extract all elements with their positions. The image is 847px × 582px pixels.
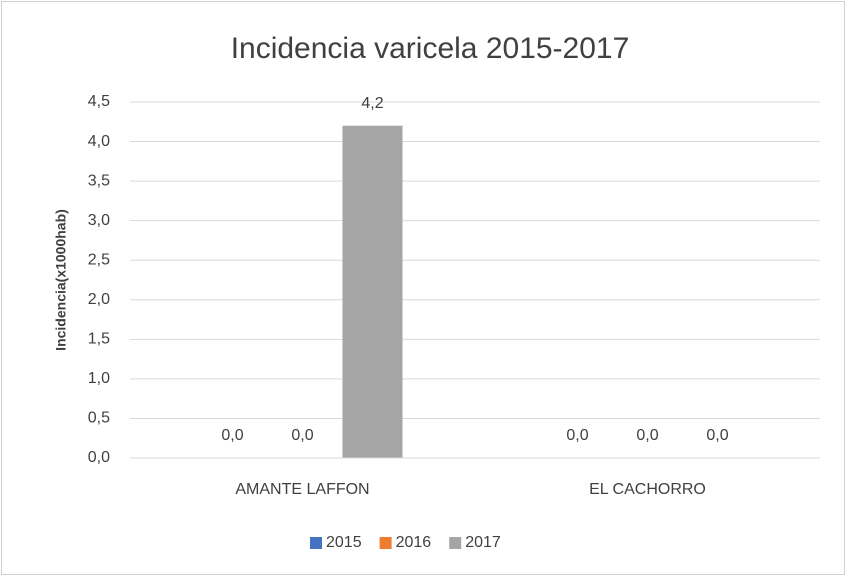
data-label: 0,0 <box>221 427 243 444</box>
legend-label: 2015 <box>326 534 362 551</box>
y-tick-label: 4,0 <box>88 133 110 150</box>
bar <box>342 125 403 458</box>
y-tick-label: 1,0 <box>88 370 110 387</box>
data-label: 0,0 <box>291 427 313 444</box>
legend-swatch <box>449 537 462 549</box>
data-label: 0,0 <box>566 427 588 444</box>
y-tick-label: 3,0 <box>88 212 110 229</box>
y-tick-label: 0,5 <box>88 410 110 427</box>
data-label: 0,0 <box>706 427 728 444</box>
legend-label: 2017 <box>465 534 501 551</box>
y-tick-label: 4,5 <box>88 93 110 110</box>
data-label: 4,2 <box>361 95 383 112</box>
y-tick-label: 2,0 <box>88 291 110 308</box>
y-tick-label: 0,0 <box>88 449 110 466</box>
y-tick-label: 3,5 <box>88 172 110 189</box>
legend-label: 2016 <box>396 534 432 551</box>
y-tick-label: 2,5 <box>88 251 110 268</box>
x-tick-label: EL CACHORRO <box>589 481 706 498</box>
legend-swatch <box>310 537 322 549</box>
x-tick-label: AMANTE LAFFON <box>235 481 369 498</box>
y-axis-label: Incidencia(x1000hab) <box>53 209 69 351</box>
legend-swatch <box>379 537 392 549</box>
y-tick-label: 1,5 <box>88 331 110 348</box>
chart-title: Incidencia varicela 2015-2017 <box>231 32 630 65</box>
data-label: 0,0 <box>636 427 658 444</box>
